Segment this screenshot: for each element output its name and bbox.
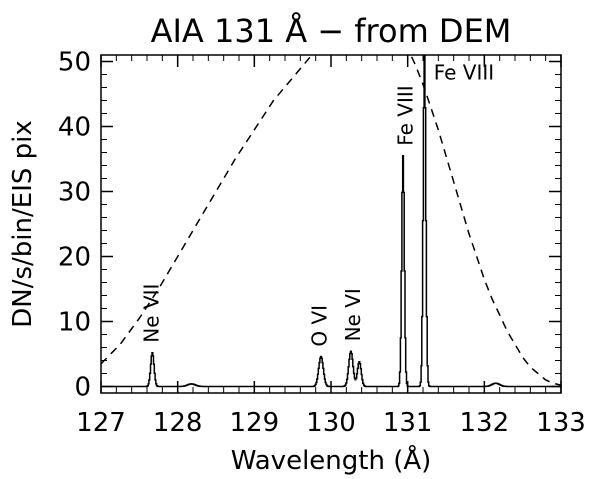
dashed-response-line — [101, 55, 561, 386]
series-layer — [101, 55, 561, 388]
x-tick-label: 128 — [153, 408, 203, 438]
annotation-layer: Ne VII O VI Ne VI Fe VIII Fe VIII — [140, 61, 495, 347]
spectral-peak-point — [190, 383, 193, 385]
line-label: Ne VI — [341, 288, 365, 341]
line-label: Ne VII — [140, 284, 164, 343]
y-axis-label: DN/s/bin/EIS pix — [8, 120, 38, 327]
x-tick-label: 129 — [230, 408, 280, 438]
spectral-peak-point — [151, 351, 154, 354]
spectrum-line — [101, 55, 561, 388]
y-tick-label: 0 — [74, 373, 91, 403]
y-axis-ticks: 0 10 20 30 40 50 — [58, 48, 561, 403]
plot-frame — [100, 54, 562, 394]
line-label: Fe VIII — [434, 61, 494, 85]
y-tick-label: 50 — [58, 48, 91, 78]
line-label: O VI — [308, 305, 332, 347]
spectral-peak-point — [320, 355, 322, 358]
spectral-peak-point — [358, 361, 361, 363]
x-axis-ticks: 127 128 129 130 131 132 133 — [76, 55, 586, 438]
y-tick-label: 20 — [58, 243, 91, 273]
x-axis-label: Wavelength (Å) — [231, 444, 432, 476]
spectral-peak-point — [350, 350, 352, 353]
x-tick-label: 131 — [383, 408, 433, 438]
y-tick-label: 40 — [58, 113, 91, 143]
x-tick-label: 127 — [76, 408, 126, 438]
x-tick-label: 132 — [460, 408, 510, 438]
y-tick-label: 10 — [58, 308, 91, 338]
line-label: Fe VIII — [393, 85, 417, 145]
spectral-peak-point — [402, 154, 404, 157]
chart-title: AIA 131 Å − from DEM — [151, 12, 512, 50]
y-tick-label: 30 — [58, 178, 91, 208]
x-tick-label: 133 — [536, 408, 586, 438]
spectral-peak-point — [495, 382, 497, 385]
x-tick-label: 130 — [306, 408, 356, 438]
